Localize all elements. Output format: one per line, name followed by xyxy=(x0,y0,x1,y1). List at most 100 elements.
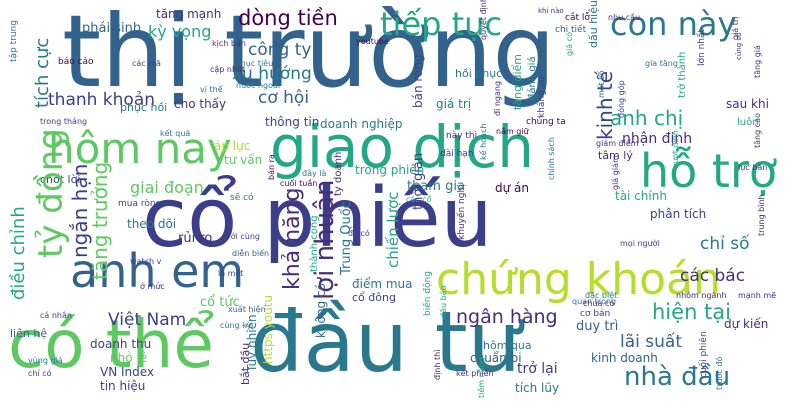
word-chi-so: chỉ số xyxy=(700,234,750,254)
word-hom-qua: hôm qua xyxy=(483,339,532,352)
word-phan-tich: phân tích xyxy=(650,207,707,221)
word-chua-co: chưa có xyxy=(583,299,615,308)
word-lien-he: liên hệ xyxy=(10,327,48,340)
word-di-ngang: đi ngang xyxy=(493,80,502,116)
word-co-ban: cơ bản xyxy=(580,309,611,319)
word-dac-biet: đặc biệt xyxy=(585,291,618,300)
word-tu-van: tư vấn xyxy=(224,153,263,167)
word-co-hoi: cơ hội xyxy=(258,88,310,108)
word-bien-dong: biến động xyxy=(423,271,433,316)
word-thong-tin: thông tin xyxy=(265,115,320,129)
word-hom-nay: hôm nay xyxy=(48,124,232,173)
word-vuot-dinh: vượt đỉnh xyxy=(671,130,680,168)
word-tam-ly: tâm lý xyxy=(598,149,633,162)
word-giai-doan: giai đoạn xyxy=(130,178,204,197)
word-muc-tieu: mục tiêu xyxy=(238,59,274,68)
word-nam-giu: nắm giữ xyxy=(496,127,529,136)
word-moi-nguoi: mọi người xyxy=(620,239,660,248)
word-tiep-tuc: tiếp tục xyxy=(380,5,503,43)
word-khuyen-nghi: khuyến nghị xyxy=(457,184,467,240)
word-kha-nang: khả năng xyxy=(280,187,305,291)
word-doanh-nghiep: doanh nghiệp xyxy=(320,117,403,131)
word-khong-co: không có xyxy=(314,283,328,338)
word-kinh-doanh: kinh doanh xyxy=(591,351,658,365)
word-ap-luc: áp lực xyxy=(214,139,251,153)
word-bao-cao: báo cáo xyxy=(58,57,94,67)
word-giao-dich: giao dịch xyxy=(270,113,534,181)
word-ban-ra: bán ra xyxy=(267,154,276,180)
word-hien-tai: hiện tại xyxy=(652,300,731,324)
word-du-kien: dự kiến xyxy=(724,317,769,331)
word-cuoi-tuan: cuối tuần xyxy=(280,179,318,188)
word-cho-thay: cho thấy xyxy=(174,97,227,111)
word-khang-cu: kháng cự xyxy=(537,76,547,118)
word-mua-rong: mua ròng xyxy=(118,199,162,209)
word-tang-gia: tăng giá xyxy=(753,45,762,78)
word-trung-quoc: Trung Quốc xyxy=(339,201,354,275)
word-gia-giam: giá giảm xyxy=(611,155,620,190)
word-ngan-han: ngắn hạn xyxy=(68,163,92,258)
word-cong-ty: công ty xyxy=(248,40,312,60)
word-vi-the: vị thế xyxy=(200,85,223,94)
word-cap-nhat: cập nhật xyxy=(210,65,246,74)
word-hoi-phuc: hồi phục xyxy=(455,67,503,80)
word-giam-diem: giảm điểm xyxy=(596,139,639,148)
word-dien-bien: diễn biến xyxy=(232,249,270,258)
word-tai-chinh: tài chính xyxy=(615,189,667,203)
word-nho-le: nhỏ lẻ xyxy=(110,351,148,365)
word-nhu-cau: nhu cầu xyxy=(608,13,641,22)
word-chuan-bi: chuẩn bị xyxy=(470,351,522,365)
word-chung-khoan: chứng khoán xyxy=(436,254,721,305)
word-watch-v: watch v xyxy=(130,257,162,266)
word-ty-doanh: ty doanh xyxy=(333,151,344,196)
word-cat-lo: cắt lỗ xyxy=(565,13,590,23)
word-ngan-hang: ngân hàng xyxy=(456,306,558,328)
word-trong-thang: trong tháng xyxy=(40,117,88,126)
word-du-an: dự án xyxy=(495,181,529,195)
word-dieu-chinh: điều chỉnh xyxy=(8,206,29,300)
word-ket-phien: kết phiên xyxy=(456,369,494,378)
word-truoc-do: trước đó xyxy=(715,356,724,390)
word-cuoi-phien: cuối phiên xyxy=(699,331,709,378)
word-chien-luoc: chiến lược xyxy=(384,191,402,268)
word-kich-ban: kịch bản xyxy=(212,39,246,48)
word-cac-ma: các mã xyxy=(132,59,161,68)
word-anh-chi: anh chị xyxy=(610,106,684,130)
word-nha-dau: nhà đầu xyxy=(624,362,731,392)
word-sau-khi: sau khi xyxy=(726,97,769,111)
word-co-phieu: cổ phiếu xyxy=(142,171,493,266)
word-tang-diem: tăng điểm xyxy=(511,53,524,110)
word-gia-tri-2: giá trị xyxy=(731,16,740,40)
word-day-la: đây là xyxy=(302,169,327,178)
word-youtube: youtube xyxy=(356,37,389,46)
word-lon-nhat: lớn nhất xyxy=(697,28,707,66)
word-lai-suat: lãi suất xyxy=(620,332,682,352)
word-dinh-thi: định thì xyxy=(433,349,442,380)
word-xuat-hien: xuất hiện xyxy=(228,305,266,314)
word-trong-phien: trong phiên xyxy=(355,163,425,177)
word-https-youtu: https youtu xyxy=(261,294,275,364)
word-khi-nao: khi nào xyxy=(538,7,564,15)
word-chi-co: chỉ có xyxy=(28,369,52,378)
word-vn-index: VN Index xyxy=(100,365,155,379)
word-co-tuc: cổ tức xyxy=(200,295,240,310)
word-phai-sinh: phái sinh xyxy=(82,21,142,36)
word-quyet-dinh: quyết định xyxy=(479,0,488,40)
word-tich-luy: tích lũy xyxy=(515,381,560,395)
word-chinh-sach: chính sách xyxy=(547,137,556,180)
word-dau-bao: dấu báo xyxy=(439,285,448,318)
word-cac-co: các cổ xyxy=(406,195,432,204)
word-manh-me: mạnh mẽ xyxy=(738,291,777,300)
word-gia-tang: gia tăng xyxy=(645,59,678,68)
word-co-dong: cổ đông xyxy=(352,291,396,304)
word-tang-truong: tăng trưởng xyxy=(88,161,112,280)
word-dau-hieu: dấu hiệu xyxy=(587,0,600,48)
word-duy-tri: duy trì xyxy=(576,319,619,334)
word-la-mot: là một xyxy=(218,269,244,278)
word-se-co: sẽ có xyxy=(230,193,254,203)
word-tham-gia: tham gia xyxy=(407,179,465,194)
word-ty-dong: tỷ đồng xyxy=(31,128,71,258)
word-phuc-hoi: phục hồi xyxy=(120,101,168,114)
word-chung-ta: chúng ta xyxy=(526,117,566,127)
